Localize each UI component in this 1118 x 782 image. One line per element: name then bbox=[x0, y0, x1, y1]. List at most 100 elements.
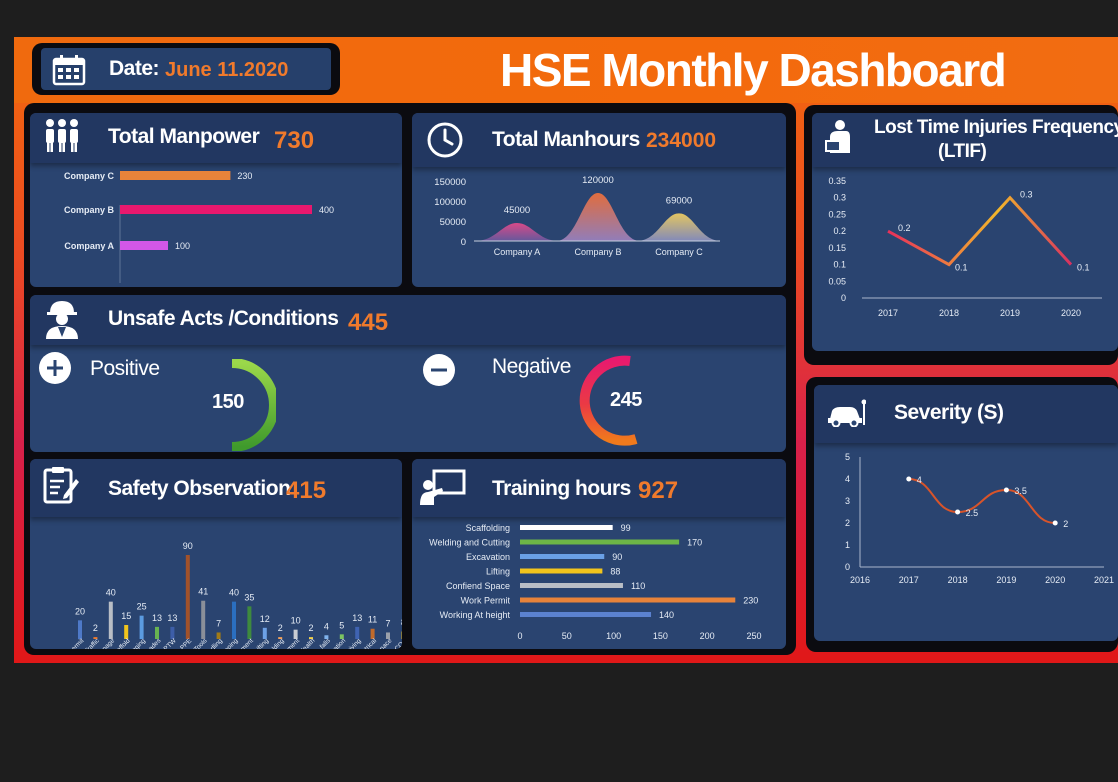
manhours-title: Total Manhours bbox=[492, 128, 640, 151]
severity-ytick: 4 bbox=[845, 474, 850, 484]
severity-ytick: 2 bbox=[845, 518, 850, 528]
training-xtick: 200 bbox=[700, 631, 715, 641]
ltif-xtick: 2018 bbox=[939, 308, 959, 318]
car-accident-icon bbox=[828, 399, 866, 427]
manhours-ytick: 100000 bbox=[434, 197, 466, 208]
manpower-bar bbox=[120, 171, 231, 180]
training-xtick: 50 bbox=[562, 631, 572, 641]
severity-value-label: 4 bbox=[917, 475, 922, 485]
observation-bar bbox=[170, 626, 175, 639]
severity-point bbox=[1052, 520, 1058, 526]
observation-bar bbox=[155, 626, 159, 639]
training-value: 927 bbox=[638, 477, 679, 504]
severity-point bbox=[906, 476, 912, 482]
manhours-panel: Total Manhours 234000 150000 100000 50000 0… bbox=[412, 113, 786, 287]
training-bar bbox=[520, 554, 605, 559]
observation-category-label: Lifting bbox=[253, 637, 270, 649]
training-value-label: 140 bbox=[659, 610, 674, 620]
observation-value-label: 40 bbox=[106, 588, 116, 598]
observation-bar bbox=[262, 627, 267, 639]
observation-bar bbox=[309, 637, 313, 639]
observation-bar bbox=[247, 606, 252, 639]
observation-value-label: 41 bbox=[198, 587, 208, 597]
training-category-label: Welding and Cutting bbox=[429, 538, 510, 548]
manpower-value-label: 230 bbox=[237, 171, 252, 181]
manpower-header bbox=[30, 113, 402, 163]
observation-bar bbox=[216, 632, 221, 639]
injured-person-icon bbox=[825, 120, 850, 153]
ltif-ytick: 0.05 bbox=[828, 276, 846, 286]
manhours-category-label: Company B bbox=[574, 247, 621, 257]
manpower-title: Total Manpower bbox=[108, 125, 260, 148]
ltif-value-label: 0.2 bbox=[898, 223, 911, 233]
manhours-category-label: Company C bbox=[655, 247, 703, 257]
positive-label: Positive bbox=[90, 357, 160, 380]
observation-category-label: PTW bbox=[163, 637, 179, 649]
observation-chart: 20 Work permit 2 Traffic 40 Signage 15 Scaffold… bbox=[56, 541, 402, 649]
observation-category-label: Welding bbox=[264, 637, 286, 649]
unsafe-header bbox=[30, 295, 786, 345]
severity-panel: Severity (S) 5 4 3 2 1 0 2016 2017 2018 2019 2020 2… bbox=[814, 385, 1118, 641]
date-box: Date: June 11.2020 bbox=[32, 43, 340, 95]
observation-value-label: 25 bbox=[137, 602, 147, 612]
severity-value-label: 2.5 bbox=[966, 508, 979, 518]
training-category-label: Excavation bbox=[466, 552, 510, 562]
observation-bar bbox=[386, 632, 390, 639]
manpower-value-label: 400 bbox=[319, 205, 334, 215]
observation-value-label: 13 bbox=[152, 613, 162, 623]
training-value-label: 110 bbox=[631, 581, 645, 591]
training-bar bbox=[520, 539, 680, 545]
severity-ytick: 3 bbox=[845, 496, 850, 506]
training-xtick: 0 bbox=[517, 631, 522, 641]
observation-bar bbox=[339, 634, 344, 639]
minus-icon bbox=[423, 354, 455, 386]
observation-bar bbox=[185, 555, 190, 639]
observation-value-label: 11 bbox=[368, 615, 377, 625]
training-bar bbox=[520, 597, 736, 603]
observation-bar bbox=[370, 628, 375, 639]
positive-gauge bbox=[231, 359, 276, 451]
training-xtick: 250 bbox=[746, 631, 761, 641]
observation-value-label: 2 bbox=[93, 623, 98, 633]
ltif-line bbox=[887, 195, 1073, 267]
ltif-ytick: 0.35 bbox=[828, 176, 846, 186]
date-label: Date: bbox=[109, 57, 160, 80]
ltif-ytick: 0.1 bbox=[833, 260, 846, 270]
training-xtick: 150 bbox=[653, 631, 668, 641]
observation-bar bbox=[278, 637, 283, 639]
observation-title: Safety Observation bbox=[108, 477, 291, 500]
observation-category-label: Work permit bbox=[56, 637, 86, 649]
observation-value-label: 12 bbox=[260, 614, 270, 624]
positive-value: 150 bbox=[212, 391, 244, 413]
observation-category-label: Traffic bbox=[83, 637, 101, 649]
observation-value-label: 8 bbox=[401, 618, 402, 628]
severity-xtick: 2020 bbox=[1045, 575, 1065, 585]
severity-ytick: 1 bbox=[845, 540, 850, 550]
observation-category-label: COC bbox=[394, 637, 402, 649]
training-value-label: 99 bbox=[621, 523, 631, 533]
clock-icon bbox=[427, 122, 463, 158]
training-value-label: 230 bbox=[743, 596, 758, 606]
training-category-label: Scaffolding bbox=[466, 523, 510, 533]
manhours-ytick: 0 bbox=[461, 237, 466, 248]
observation-bar bbox=[201, 600, 206, 639]
observation-value-label: 10 bbox=[291, 616, 301, 626]
manhours-value-label: 120000 bbox=[582, 175, 614, 186]
observation-category-label: Health bbox=[298, 637, 317, 649]
unsafe-title: Unsafe Acts /Conditions bbox=[108, 307, 339, 330]
manhours-value-label: 45000 bbox=[504, 205, 530, 216]
manpower-value: 730 bbox=[274, 127, 315, 154]
ltif-ytick: 0.15 bbox=[828, 243, 846, 253]
dashboard-canvas: Date: June 11.2020 HSE Monthly Dashboard… bbox=[14, 37, 1118, 663]
training-bar bbox=[520, 568, 603, 574]
severity-value-label: 2 bbox=[1063, 519, 1068, 529]
training-panel: Training hours 927 Scaffolding 99 Welding … bbox=[412, 459, 786, 649]
ltif-xtick: 2020 bbox=[1061, 308, 1081, 318]
observation-value-label: 90 bbox=[183, 541, 193, 551]
observation-value-label: 2 bbox=[278, 623, 283, 633]
training-title: Training hours bbox=[492, 477, 631, 500]
training-xtick: 100 bbox=[606, 631, 621, 641]
observation-value-label: 2 bbox=[308, 623, 313, 633]
training-value-label: 88 bbox=[610, 567, 620, 577]
